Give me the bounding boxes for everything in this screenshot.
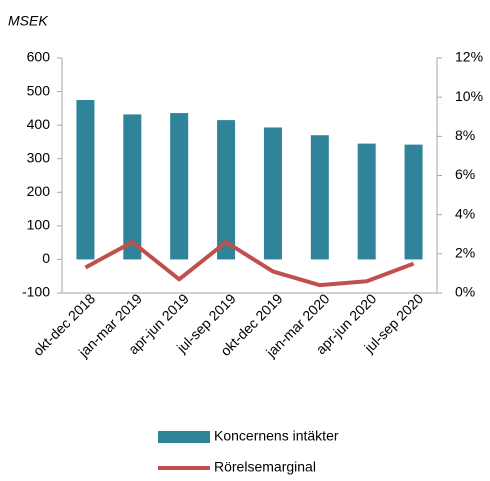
y2-tick-label: 6% xyxy=(455,166,475,182)
y2-tick-label: 2% xyxy=(455,245,475,261)
bar xyxy=(217,120,236,260)
y-tick-label: 500 xyxy=(27,82,51,98)
y2-tick-label: 0% xyxy=(455,284,475,300)
bar xyxy=(170,113,189,260)
bar xyxy=(123,114,142,260)
legend-label: Koncernens intäkter xyxy=(214,428,339,444)
y2-tick-label: 12% xyxy=(455,49,483,65)
bar xyxy=(357,143,376,260)
y-axis-label: MSEK xyxy=(8,13,48,29)
y-tick-label: 600 xyxy=(27,49,51,65)
bar xyxy=(263,127,282,260)
y2-tick-label: 8% xyxy=(455,127,475,143)
y-tick-label: 100 xyxy=(27,217,51,233)
y-tick-label: -100 xyxy=(22,284,50,300)
bar xyxy=(404,144,423,260)
legend-label: Rörelsemarginal xyxy=(214,459,316,475)
y2-tick-label: 10% xyxy=(455,88,483,104)
y-tick-label: 300 xyxy=(27,149,51,165)
bar xyxy=(310,135,329,260)
y-tick-label: 400 xyxy=(27,116,51,132)
y-tick-label: 200 xyxy=(27,183,51,199)
y-tick-label: 0 xyxy=(42,250,50,266)
legend-swatch xyxy=(158,431,210,443)
line xyxy=(84,240,415,288)
y2-tick-label: 4% xyxy=(455,205,475,221)
bar xyxy=(76,99,95,260)
